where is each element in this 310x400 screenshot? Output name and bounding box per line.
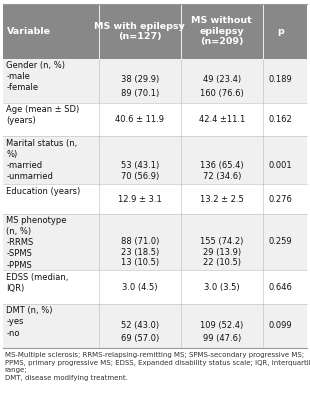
Text: 13 (10.5): 13 (10.5) <box>121 258 159 268</box>
Bar <box>3 214 307 270</box>
Text: Variable: Variable <box>7 27 51 36</box>
Text: 3.0 (4.5): 3.0 (4.5) <box>122 283 157 292</box>
Text: 0.276: 0.276 <box>268 194 292 204</box>
Bar <box>3 304 307 348</box>
Text: 72 (34.6): 72 (34.6) <box>203 172 241 181</box>
Text: 155 (74.2): 155 (74.2) <box>200 237 244 246</box>
Text: 69 (57.0): 69 (57.0) <box>121 334 159 343</box>
Text: 0.099: 0.099 <box>268 321 292 330</box>
Text: 0.001: 0.001 <box>268 161 292 170</box>
Text: 89 (70.1): 89 (70.1) <box>121 89 159 98</box>
Text: 13.2 ± 2.5: 13.2 ± 2.5 <box>200 194 244 204</box>
Text: MS with epilepsy
(n=127): MS with epilepsy (n=127) <box>95 22 185 41</box>
Text: 49 (23.4): 49 (23.4) <box>203 75 241 84</box>
Bar <box>3 102 307 136</box>
Text: EDSS (median,
IQR): EDSS (median, IQR) <box>6 273 69 293</box>
Bar <box>3 136 307 184</box>
Text: 29 (13.9): 29 (13.9) <box>203 248 241 257</box>
Text: 3.0 (3.5): 3.0 (3.5) <box>204 283 240 292</box>
Text: 0.162: 0.162 <box>268 115 292 124</box>
Text: MS without
epilepsy
(n=209): MS without epilepsy (n=209) <box>192 16 252 46</box>
Text: p: p <box>277 27 284 36</box>
Bar <box>3 184 307 214</box>
Text: Marital status (n,
%)
-married
-unmarried: Marital status (n, %) -married -unmarrie… <box>6 138 78 181</box>
Text: 136 (65.4): 136 (65.4) <box>200 161 244 170</box>
Text: 42.4 ±11.1: 42.4 ±11.1 <box>199 115 245 124</box>
Text: 0.259: 0.259 <box>268 237 292 246</box>
Text: 53 (43.1): 53 (43.1) <box>121 161 159 170</box>
Text: 88 (71.0): 88 (71.0) <box>121 237 159 246</box>
Text: 12.9 ± 3.1: 12.9 ± 3.1 <box>118 194 162 204</box>
Text: 0.189: 0.189 <box>268 75 292 84</box>
Text: Education (years): Education (years) <box>6 187 81 196</box>
Text: 40.6 ± 11.9: 40.6 ± 11.9 <box>115 115 164 124</box>
Bar <box>3 4 307 58</box>
Text: MS phenotype
(n, %)
-RRMS
-SPMS
-PPMS: MS phenotype (n, %) -RRMS -SPMS -PPMS <box>6 216 67 270</box>
Text: Age (mean ± SD)
(years): Age (mean ± SD) (years) <box>6 105 79 125</box>
Bar <box>3 58 307 102</box>
Bar <box>3 270 307 304</box>
Text: MS-Multiple sclerosis; RRMS-relapsing-remitting MS; SPMS-secondary progressive M: MS-Multiple sclerosis; RRMS-relapsing-re… <box>5 352 310 381</box>
Text: 0.646: 0.646 <box>268 283 292 292</box>
Text: 99 (47.6): 99 (47.6) <box>203 334 241 343</box>
Text: DMT (n, %)
-yes
-no: DMT (n, %) -yes -no <box>6 306 53 338</box>
Text: 160 (76.6): 160 (76.6) <box>200 89 244 98</box>
Text: 22 (10.5): 22 (10.5) <box>203 258 241 268</box>
Text: 23 (18.5): 23 (18.5) <box>121 248 159 257</box>
Text: 109 (52.4): 109 (52.4) <box>200 321 243 330</box>
Text: 38 (29.9): 38 (29.9) <box>121 75 159 84</box>
Text: 70 (56.9): 70 (56.9) <box>121 172 159 181</box>
Text: 52 (43.0): 52 (43.0) <box>121 321 159 330</box>
Text: Gender (n, %)
-male
-female: Gender (n, %) -male -female <box>6 61 65 92</box>
